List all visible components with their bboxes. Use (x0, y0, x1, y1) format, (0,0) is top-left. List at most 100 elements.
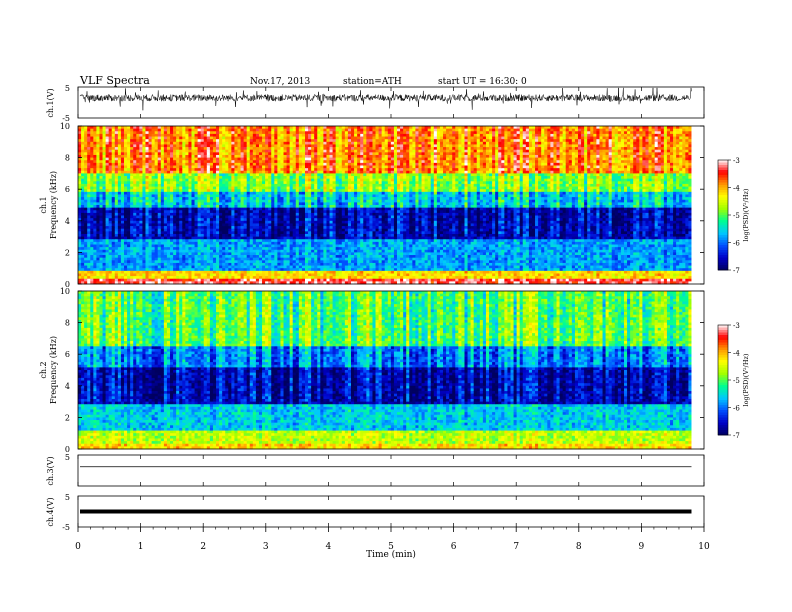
spectrogram-cell (301, 220, 306, 224)
spectrogram-cell (237, 257, 241, 261)
spectrogram-cell (262, 262, 266, 266)
spectrogram-cell (108, 165, 113, 169)
spectrogram-cell (249, 257, 254, 261)
spectrogram-cell (249, 236, 254, 240)
spectrogram-cell (286, 273, 291, 277)
spectrogram-cell (124, 205, 128, 209)
spectrogram-cell (81, 165, 85, 169)
spectrogram-cell (166, 255, 171, 259)
spectrogram-cell (173, 170, 177, 174)
spectrogram-cell (265, 194, 269, 198)
spectrogram-cell (289, 220, 294, 224)
spectrogram-cell (246, 233, 251, 237)
spectrogram-cell (139, 252, 143, 256)
spectrogram-cell (93, 128, 97, 132)
spectrogram-cell (136, 215, 140, 219)
spectrogram-cell (78, 218, 82, 222)
spectrogram-cell (173, 260, 177, 264)
spectrogram-cell (317, 199, 321, 203)
spectrogram-cell (142, 136, 146, 140)
spectrogram-cell (182, 141, 186, 145)
spectrogram-cell (81, 273, 85, 277)
spectrogram-cell (142, 191, 146, 195)
spectrogram-cell (179, 168, 183, 172)
spectrogram-cell (197, 260, 202, 264)
spectrogram-cell (96, 165, 100, 169)
spectrogram-cell (173, 265, 177, 269)
spectrogram-cell (163, 126, 168, 130)
spectrogram-cell (148, 276, 153, 280)
spectrogram-cell (280, 141, 284, 145)
spectrogram-cell (308, 228, 312, 232)
spectrogram-cell (179, 281, 183, 285)
spectrogram-cell (283, 197, 287, 201)
spectrogram-cell (295, 202, 300, 206)
spectrogram-cell (163, 231, 168, 235)
spectrogram-cell (271, 199, 275, 203)
spectrogram-cell (326, 226, 330, 230)
spectrogram-cell (323, 157, 327, 161)
spectrogram-cell (102, 241, 107, 245)
spectrogram-cell (120, 133, 125, 137)
spectrogram-cell (277, 136, 281, 140)
spectrogram-cell (84, 173, 88, 177)
spectrogram-cell (237, 189, 241, 193)
spectrogram-cell (329, 220, 333, 224)
spectrogram-cell (314, 131, 318, 135)
spectrogram-cell (157, 149, 162, 153)
spectrogram-cell (222, 276, 226, 280)
spectrogram-cell (298, 276, 303, 280)
spectrogram-cell (99, 207, 103, 211)
spectrogram-cell (191, 218, 195, 222)
spectrogram-cell (311, 212, 315, 216)
spectrogram-cell (314, 191, 318, 195)
spectrogram-cell (194, 233, 199, 237)
spectrogram-cell (151, 194, 156, 198)
spectrogram-cell (151, 165, 156, 169)
spectrogram-cell (124, 233, 128, 237)
spectrogram-cell (136, 226, 140, 230)
spectrogram-cell (124, 236, 128, 240)
spectrogram-cell (127, 157, 131, 161)
spectrogram-cell (258, 215, 263, 219)
spectrogram-cell (111, 152, 116, 156)
spectrogram-cell (311, 262, 315, 266)
spectrogram-cell (258, 128, 263, 132)
spectrogram-cell (246, 157, 251, 161)
spectrogram-cell (142, 147, 146, 151)
spectrogram-cell (246, 207, 251, 211)
spectrogram-cell (84, 223, 88, 227)
spectrogram-cell (295, 241, 300, 245)
spectrogram-cell (142, 139, 146, 143)
spectrogram-cell (120, 244, 125, 248)
spectrogram-cell (271, 257, 275, 261)
spectrogram-cell (283, 244, 287, 248)
spectrogram-cell (117, 136, 122, 140)
spectrogram-cell (191, 210, 195, 214)
spectrogram-cell (258, 149, 263, 153)
spectrogram-cell (295, 191, 300, 195)
spectrogram-cell (96, 131, 100, 135)
spectrogram-cell (102, 176, 107, 180)
spectrogram-cell (234, 231, 238, 235)
spectrogram-cell (320, 131, 324, 135)
spectrogram-cell (326, 154, 330, 158)
spectrogram-cell (99, 199, 103, 203)
spectrogram-cell (283, 233, 287, 237)
spectrogram-cell (283, 194, 287, 198)
spectrogram-cell (298, 139, 303, 143)
spectrogram-cell (314, 154, 318, 158)
spectrogram-cell (78, 207, 82, 211)
spectrogram-cell (166, 154, 171, 158)
spectrogram-cell (258, 210, 263, 214)
spectrogram-cell (317, 176, 321, 180)
spectrogram-cell (99, 176, 103, 180)
spectrogram-cell (105, 149, 110, 153)
spectrogram-cell (127, 139, 131, 143)
spectrogram-cell (194, 133, 199, 137)
spectrogram-cell (212, 273, 217, 277)
spectrogram-cell (99, 241, 103, 245)
spectrogram-cell (173, 202, 177, 206)
spectrogram-cell (124, 144, 128, 148)
spectrogram-cell (265, 149, 269, 153)
